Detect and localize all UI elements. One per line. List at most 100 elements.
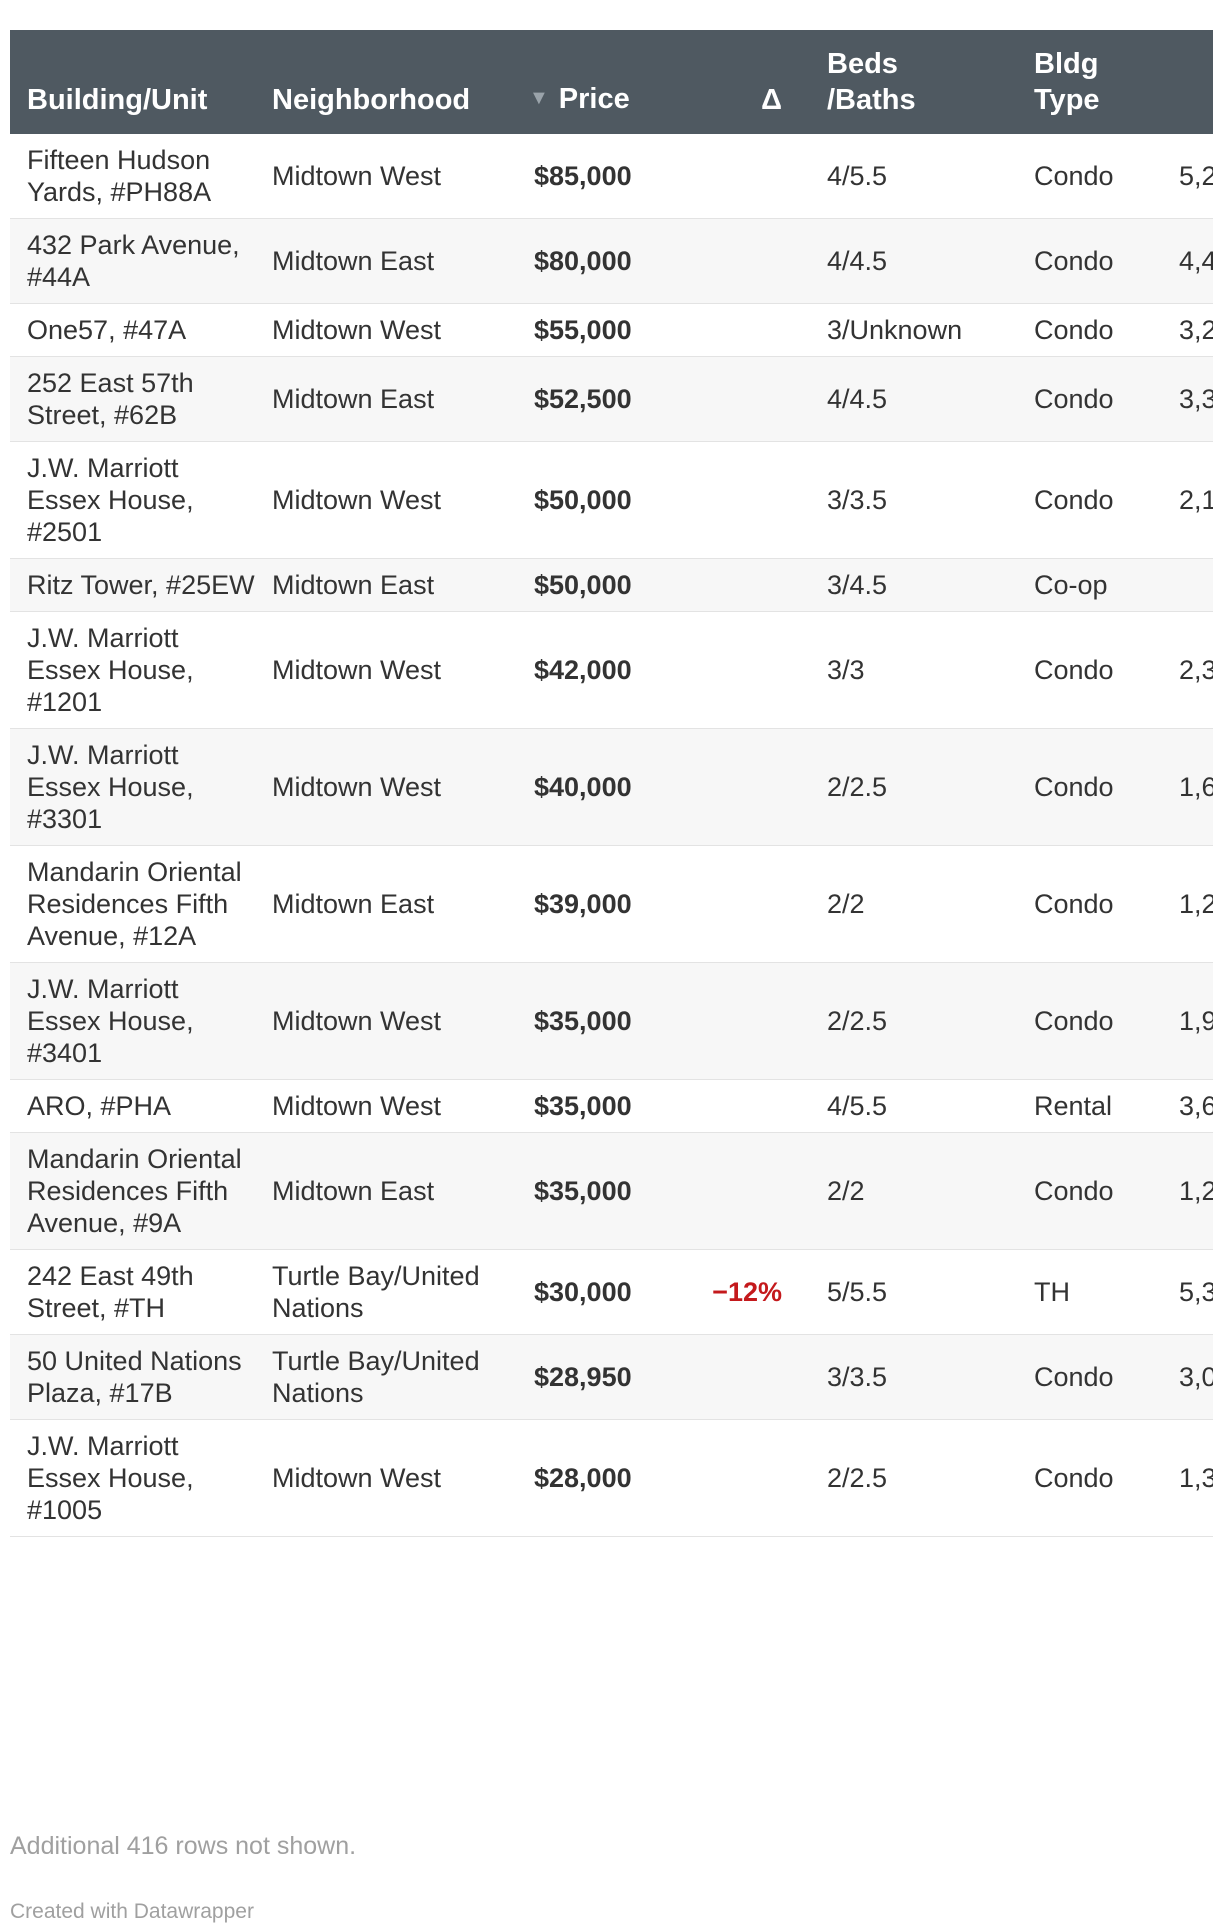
cell-price: $28,000 <box>534 1463 632 1493</box>
cell-beds-baths: 4/4.5 <box>827 246 888 276</box>
cell-building-type: Condo <box>1034 384 1114 414</box>
cell-extra-column: 2,1 <box>1179 485 1213 515</box>
cell-neighborhood: Midtown East <box>272 384 435 414</box>
table-row: Fifteen Hudson Yards, #PH88A Midtown West… <box>10 134 1213 219</box>
cell-price: $85,000 <box>534 161 632 191</box>
cell-neighborhood: Midtown West <box>272 315 442 345</box>
cell-beds-baths: 2/2.5 <box>827 772 888 802</box>
cell-neighborhood: Midtown West <box>272 1463 442 1493</box>
cell-neighborhood: Midtown West <box>272 161 442 191</box>
cell-extra-column: 3,0 <box>1179 1362 1213 1392</box>
table-row: 50 United Nations Plaza, #17B Turtle Bay/… <box>10 1334 1213 1420</box>
cell-building-unit: J.W. Marriott Essex House, #3401 <box>27 974 194 1068</box>
cell-price: $28,950 <box>534 1362 632 1392</box>
table-row: One57, #47A Midtown West $55,000 3/Unknown C… <box>10 303 1213 357</box>
cell-price: $42,000 <box>534 655 632 685</box>
cell-price: $50,000 <box>534 570 632 600</box>
header-building-unit[interactable]: Building/Unit <box>27 84 208 116</box>
cell-beds-baths: 3/Unknown <box>827 315 963 345</box>
cell-delta <box>687 442 810 559</box>
cell-price: $35,000 <box>534 1006 632 1036</box>
cell-delta <box>687 134 810 219</box>
cell-extra-column: 3,3 <box>1179 384 1213 414</box>
table-row: 242 East 49th Street, #TH Turtle Bay/Unit… <box>10 1249 1213 1335</box>
listings-table: Building/Unit Neighborhood ▼ Price Δ Beds… <box>10 30 1213 1537</box>
cell-beds-baths: 2/2.5 <box>827 1463 888 1493</box>
table-row: J.W. Marriott Essex House, #3301 Midtown … <box>10 728 1213 846</box>
cell-neighborhood: Midtown West <box>272 485 442 515</box>
cell-beds-baths: 3/3 <box>827 655 865 685</box>
table-row: J.W. Marriott Essex House, #2501 Midtown … <box>10 441 1213 559</box>
cell-price: $40,000 <box>534 772 632 802</box>
cell-delta <box>687 612 810 729</box>
cell-neighborhood: Midtown West <box>272 1091 442 1121</box>
header-neighborhood[interactable]: Neighborhood <box>272 84 471 116</box>
cell-neighborhood: Midtown West <box>272 655 442 685</box>
cell-extra-column: 3,2 <box>1179 315 1213 345</box>
cell-delta <box>687 304 810 357</box>
cell-building-unit: One57, #47A <box>27 315 187 345</box>
cell-delta <box>687 846 810 963</box>
table-row: J.W. Marriott Essex House, #3401 Midtown … <box>10 962 1213 1080</box>
cell-beds-baths: 4/4.5 <box>827 384 888 414</box>
cell-building-unit: 252 East 57th Street, #62B <box>27 368 194 430</box>
cell-extra-column: 3,6 <box>1179 1091 1213 1121</box>
header-building-type[interactable]: Bldg Type <box>1034 48 1100 116</box>
cell-beds-baths: 2/2 <box>827 889 865 919</box>
cell-neighborhood: Midtown East <box>272 1176 435 1206</box>
cell-building-unit: 50 United Nations Plaza, #17B <box>27 1346 242 1408</box>
cell-building-unit: J.W. Marriott Essex House, #1005 <box>27 1431 194 1525</box>
cell-building-unit: Mandarin Oriental Residences Fifth Avenu… <box>27 857 242 951</box>
cell-building-type: Condo <box>1034 1176 1114 1206</box>
table-row: Ritz Tower, #25EW Midtown East $50,000 3/4.… <box>10 558 1213 612</box>
cell-delta <box>687 559 810 612</box>
cell-price: $39,000 <box>534 889 632 919</box>
cell-delta <box>687 1420 810 1537</box>
table-row: J.W. Marriott Essex House, #1201 Midtown … <box>10 611 1213 729</box>
cell-beds-baths: 3/3.5 <box>827 485 888 515</box>
cell-building-type: Condo <box>1034 161 1114 191</box>
cell-building-unit: J.W. Marriott Essex House, #2501 <box>27 453 194 547</box>
cell-beds-baths: 4/5.5 <box>827 161 888 191</box>
cell-beds-baths: 2/2 <box>827 1176 865 1206</box>
cell-price: $50,000 <box>534 485 632 515</box>
cell-price: $80,000 <box>534 246 632 276</box>
cell-price: $55,000 <box>534 315 632 345</box>
rows-not-shown-note: Additional 416 rows not shown. <box>10 1832 357 1860</box>
cell-delta <box>687 1335 810 1420</box>
header-price[interactable]: ▼ Price <box>529 82 630 115</box>
cell-building-unit: J.W. Marriott Essex House, #3301 <box>27 740 194 834</box>
cell-price: $35,000 <box>534 1091 632 1121</box>
cell-building-unit: Fifteen Hudson Yards, #PH88A <box>27 145 212 207</box>
cell-building-type: Condo <box>1034 655 1114 685</box>
cell-building-unit: 242 East 49th Street, #TH <box>27 1261 194 1323</box>
cell-extra-column: 4,4 <box>1179 246 1213 276</box>
cell-building-unit: ARO, #PHA <box>27 1091 172 1121</box>
cell-delta <box>687 1133 810 1250</box>
cell-extra-column: 1,9 <box>1179 1006 1213 1036</box>
cell-building-type: Condo <box>1034 1463 1114 1493</box>
header-extra-column[interactable] <box>1162 30 1213 134</box>
cell-extra-column: 1,2 <box>1179 1176 1213 1206</box>
cell-price: $52,500 <box>534 384 632 414</box>
cell-building-type: TH <box>1034 1277 1070 1307</box>
cell-building-type: Condo <box>1034 1006 1114 1036</box>
cell-neighborhood: Turtle Bay/United Nations <box>272 1346 480 1408</box>
table-row: ARO, #PHA Midtown West $35,000 4/5.5 Rental 3… <box>10 1079 1213 1133</box>
cell-building-unit: J.W. Marriott Essex House, #1201 <box>27 623 194 717</box>
table-row: Mandarin Oriental Residences Fifth Avenu… <box>10 845 1213 963</box>
cell-price: $30,000 <box>534 1277 632 1307</box>
cell-beds-baths: 2/2.5 <box>827 1006 888 1036</box>
table-row: J.W. Marriott Essex House, #1005 Midtown … <box>10 1419 1213 1537</box>
table-row: 432 Park Avenue, #44A Midtown East $80,000… <box>10 218 1213 304</box>
header-delta[interactable]: Δ <box>761 84 782 116</box>
datawrapper-credit: Created with Datawrapper <box>10 1900 254 1923</box>
cell-building-type: Condo <box>1034 246 1114 276</box>
header-beds-baths[interactable]: Beds/Baths <box>827 48 916 116</box>
cell-neighborhood: Turtle Bay/United Nations <box>272 1261 480 1323</box>
cell-beds-baths: 3/4.5 <box>827 570 888 600</box>
cell-building-type: Condo <box>1034 889 1114 919</box>
cell-beds-baths: 3/3.5 <box>827 1362 888 1392</box>
cell-delta <box>687 729 810 846</box>
cell-neighborhood: Midtown East <box>272 889 435 919</box>
